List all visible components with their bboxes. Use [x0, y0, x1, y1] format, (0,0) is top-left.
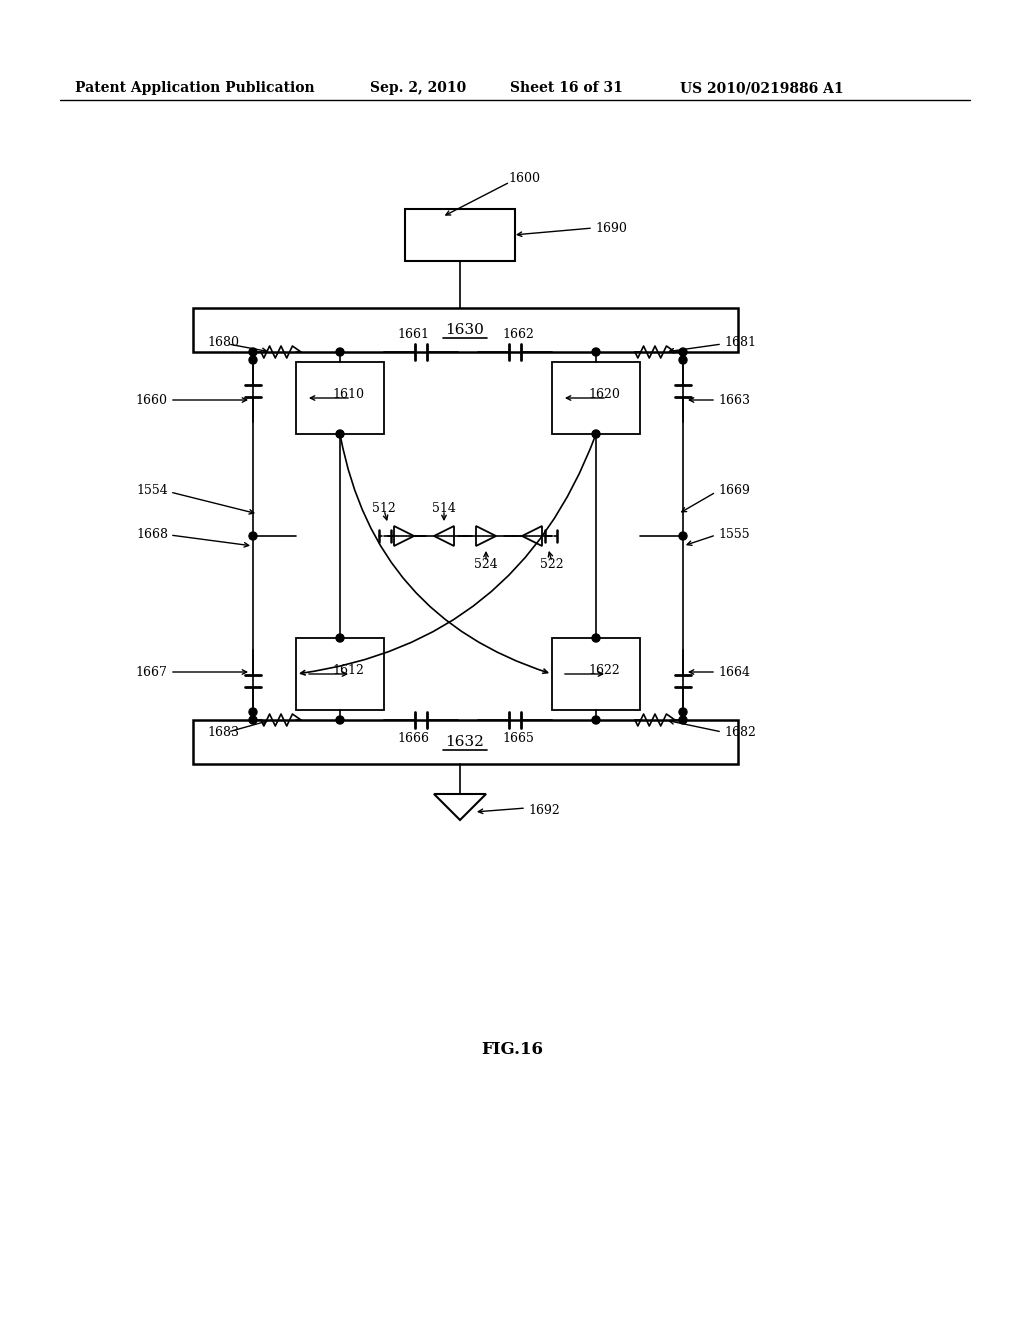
Text: Sep. 2, 2010: Sep. 2, 2010: [370, 81, 466, 95]
Circle shape: [592, 634, 600, 642]
FancyArrowPatch shape: [341, 437, 548, 673]
Text: 1555: 1555: [718, 528, 750, 541]
Text: 1663: 1663: [718, 393, 750, 407]
Circle shape: [592, 715, 600, 723]
Circle shape: [249, 356, 257, 364]
Circle shape: [679, 348, 687, 356]
Bar: [552, 362, 640, 434]
Text: 1664: 1664: [718, 665, 750, 678]
Circle shape: [336, 715, 344, 723]
Circle shape: [679, 715, 687, 723]
Bar: [193, 719, 738, 764]
Text: 1660: 1660: [135, 393, 167, 407]
Text: US 2010/0219886 A1: US 2010/0219886 A1: [680, 81, 844, 95]
Text: Patent Application Publication: Patent Application Publication: [75, 81, 314, 95]
Text: 1668: 1668: [136, 528, 168, 541]
Text: 1667: 1667: [135, 665, 167, 678]
Text: 522: 522: [541, 557, 564, 570]
Text: 524: 524: [474, 557, 498, 570]
Text: 1661: 1661: [397, 327, 430, 341]
Circle shape: [592, 430, 600, 438]
Text: 1680: 1680: [207, 335, 239, 348]
Text: 1620: 1620: [588, 388, 620, 400]
Polygon shape: [522, 525, 542, 546]
Circle shape: [249, 708, 257, 715]
Bar: [193, 308, 738, 352]
Text: 1662: 1662: [503, 327, 535, 341]
Text: 1665: 1665: [503, 731, 535, 744]
Text: 514: 514: [432, 502, 456, 515]
Text: 1669: 1669: [718, 483, 750, 496]
Bar: [296, 638, 384, 710]
Text: 1683: 1683: [207, 726, 239, 738]
Circle shape: [336, 348, 344, 356]
Text: 1690: 1690: [595, 222, 627, 235]
Text: 1622: 1622: [588, 664, 620, 676]
Bar: [406, 209, 515, 261]
Text: 512: 512: [372, 502, 396, 515]
Text: 1632: 1632: [445, 735, 484, 748]
Circle shape: [679, 708, 687, 715]
Text: 1554: 1554: [136, 483, 168, 496]
FancyArrowPatch shape: [301, 437, 595, 675]
Polygon shape: [434, 795, 486, 820]
Circle shape: [679, 532, 687, 540]
Circle shape: [336, 430, 344, 438]
Text: 1600: 1600: [508, 172, 540, 185]
Text: 1682: 1682: [724, 726, 756, 738]
Bar: [296, 362, 384, 434]
Polygon shape: [476, 525, 496, 546]
Text: 1630: 1630: [445, 323, 484, 337]
Polygon shape: [394, 525, 414, 546]
Circle shape: [679, 356, 687, 364]
Text: 1610: 1610: [332, 388, 364, 400]
Text: 1666: 1666: [397, 731, 430, 744]
Text: 1692: 1692: [528, 804, 560, 817]
Text: Sheet 16 of 31: Sheet 16 of 31: [510, 81, 623, 95]
Text: 1681: 1681: [724, 335, 756, 348]
Circle shape: [592, 348, 600, 356]
Bar: [552, 638, 640, 710]
Circle shape: [249, 715, 257, 723]
Circle shape: [336, 634, 344, 642]
Circle shape: [249, 348, 257, 356]
Text: 1612: 1612: [332, 664, 364, 676]
Text: FIG.16: FIG.16: [481, 1041, 543, 1059]
Polygon shape: [434, 525, 454, 546]
Circle shape: [249, 532, 257, 540]
